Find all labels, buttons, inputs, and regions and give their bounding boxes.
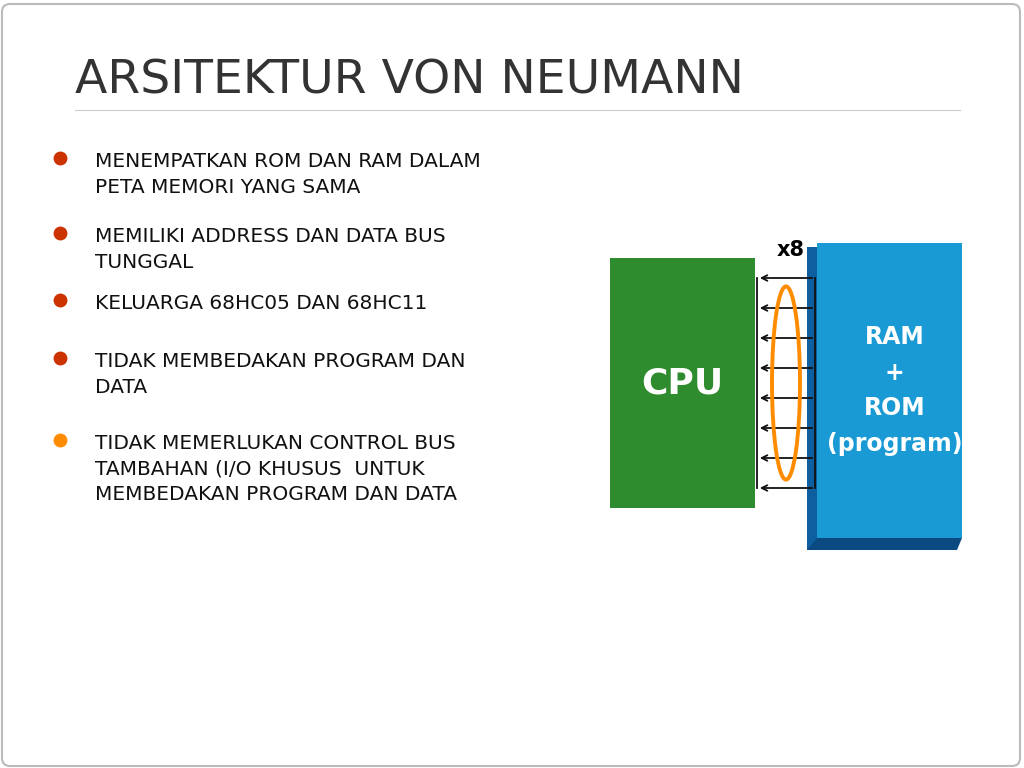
Text: MENEMPATKAN ROM DAN RAM DALAM
PETA MEMORI YANG SAMA: MENEMPATKAN ROM DAN RAM DALAM PETA MEMOR… [95,152,480,197]
Bar [817,243,962,538]
Text: CPU: CPU [641,366,724,400]
Text: ARSITEKTUR VON NEUMANN: ARSITEKTUR VON NEUMANN [75,58,743,103]
Text: MEMILIKI ADDRESS DAN DATA BUS
TUNGGAL: MEMILIKI ADDRESS DAN DATA BUS TUNGGAL [95,227,445,272]
Text: TIDAK MEMERLUKAN CONTROL BUS
TAMBAHAN (I/O KHUSUS  UNTUK
MEMBEDAKAN PROGRAM DAN : TIDAK MEMERLUKAN CONTROL BUS TAMBAHAN (I… [95,434,457,505]
Text: x8: x8 [777,240,805,260]
Text: TIDAK MEMBEDAKAN PROGRAM DAN
DATA: TIDAK MEMBEDAKAN PROGRAM DAN DATA [95,352,466,397]
Text: KELUARGA 68HC05 DAN 68HC11: KELUARGA 68HC05 DAN 68HC11 [95,294,427,313]
Polygon shape [807,538,962,550]
FancyBboxPatch shape [2,4,1020,766]
Text: RAM
+
ROM
(program): RAM + ROM (program) [826,326,963,455]
Bar [807,247,817,550]
Bar [610,258,755,508]
